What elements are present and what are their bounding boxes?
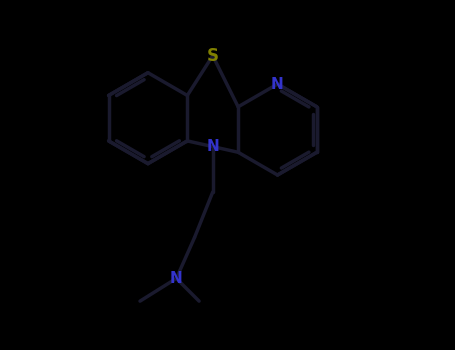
Text: N: N bbox=[170, 271, 183, 286]
Text: N: N bbox=[207, 139, 219, 154]
Text: N: N bbox=[271, 77, 284, 92]
Text: S: S bbox=[207, 47, 219, 65]
